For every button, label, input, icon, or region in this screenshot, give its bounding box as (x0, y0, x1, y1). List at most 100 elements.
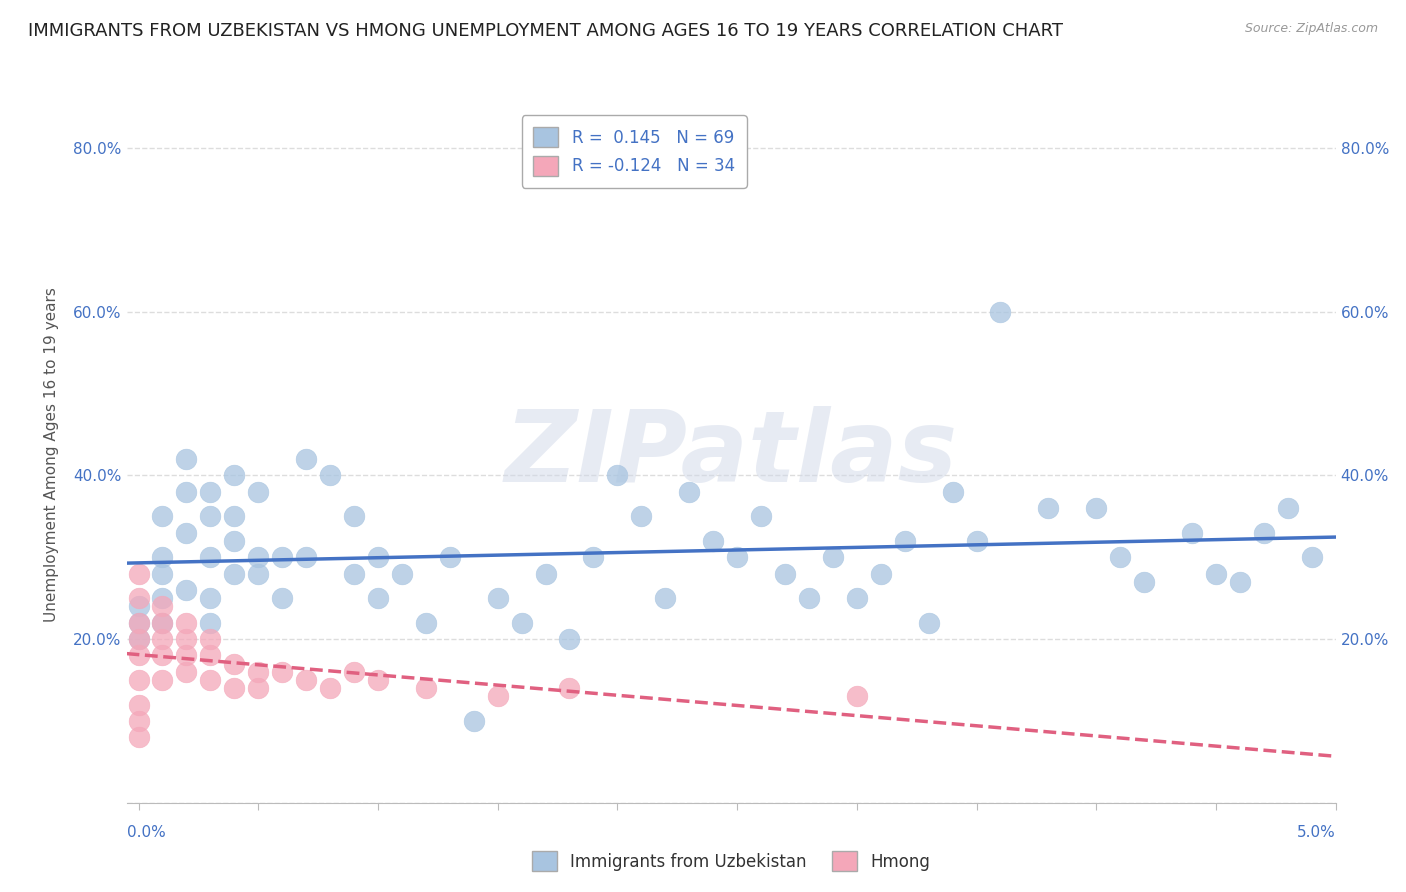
Point (725, 550, 748, 565)
Text: 5.0%: 5.0% (1296, 825, 1336, 840)
Point (678, 484, 700, 499)
Point (152, 632, 174, 646)
Point (415, 615, 437, 630)
Point (200, 615, 222, 630)
Point (1133, 574, 1156, 589)
Point (295, 673, 318, 687)
Point (200, 484, 222, 499)
Point (128, 648, 150, 663)
Point (439, 550, 461, 565)
Point (391, 566, 413, 581)
Point (224, 533, 246, 548)
Point (415, 681, 437, 696)
Point (558, 681, 581, 696)
Point (247, 484, 270, 499)
Point (128, 566, 150, 581)
Point (200, 673, 222, 687)
Point (821, 550, 844, 565)
Point (128, 591, 150, 606)
Point (128, 698, 150, 712)
Point (845, 690, 868, 704)
Text: 0.0%: 0.0% (127, 825, 166, 840)
Point (1085, 501, 1108, 516)
Point (200, 591, 222, 606)
Point (224, 468, 246, 483)
Point (224, 509, 246, 524)
Point (558, 632, 581, 646)
Point (367, 591, 389, 606)
Point (1253, 525, 1275, 540)
Point (1301, 550, 1323, 565)
Point (128, 714, 150, 728)
Point (224, 681, 246, 696)
Point (343, 509, 366, 524)
Point (990, 304, 1012, 318)
Point (582, 550, 605, 565)
Point (128, 615, 150, 630)
Point (247, 681, 270, 696)
Point (630, 509, 652, 524)
Point (152, 509, 174, 524)
Point (367, 673, 389, 687)
Point (797, 591, 820, 606)
Point (247, 550, 270, 565)
Point (128, 731, 150, 745)
Point (152, 615, 174, 630)
Point (176, 484, 198, 499)
Point (128, 632, 150, 646)
Point (176, 615, 198, 630)
Point (343, 665, 366, 679)
Point (486, 591, 509, 606)
Point (176, 582, 198, 597)
Point (152, 550, 174, 565)
Point (152, 673, 174, 687)
Point (176, 632, 198, 646)
Point (295, 550, 318, 565)
Text: ZIPatlas: ZIPatlas (505, 407, 957, 503)
Point (702, 533, 724, 548)
Point (152, 599, 174, 614)
Point (319, 681, 342, 696)
Point (463, 714, 485, 728)
Point (247, 665, 270, 679)
Point (200, 509, 222, 524)
Point (1038, 501, 1060, 516)
Point (176, 665, 198, 679)
Point (1205, 566, 1227, 581)
Point (1181, 525, 1204, 540)
Point (295, 452, 318, 467)
Point (749, 509, 772, 524)
Point (319, 468, 342, 483)
Point (271, 665, 294, 679)
Point (845, 591, 868, 606)
Point (128, 673, 150, 687)
Point (247, 566, 270, 581)
Point (200, 632, 222, 646)
Point (942, 484, 965, 499)
Point (176, 525, 198, 540)
Point (486, 690, 509, 704)
Point (224, 566, 246, 581)
Point (152, 615, 174, 630)
Point (343, 566, 366, 581)
Point (128, 615, 150, 630)
Point (1277, 501, 1299, 516)
Point (1229, 574, 1251, 589)
Point (176, 648, 198, 663)
Point (966, 533, 988, 548)
Point (128, 632, 150, 646)
Point (128, 599, 150, 614)
Legend: Immigrants from Uzbekistan, Hmong: Immigrants from Uzbekistan, Hmong (526, 845, 936, 878)
Point (869, 566, 891, 581)
Y-axis label: Unemployment Among Ages 16 to 19 years: Unemployment Among Ages 16 to 19 years (45, 287, 59, 623)
Point (1109, 550, 1132, 565)
Point (200, 648, 222, 663)
Point (152, 648, 174, 663)
Point (654, 591, 676, 606)
Text: IMMIGRANTS FROM UZBEKISTAN VS HMONG UNEMPLOYMENT AMONG AGES 16 TO 19 YEARS CORRE: IMMIGRANTS FROM UZBEKISTAN VS HMONG UNEM… (28, 22, 1063, 40)
Point (271, 591, 294, 606)
Point (773, 566, 796, 581)
Point (200, 550, 222, 565)
Point (367, 550, 389, 565)
Text: Source: ZipAtlas.com: Source: ZipAtlas.com (1244, 22, 1378, 36)
